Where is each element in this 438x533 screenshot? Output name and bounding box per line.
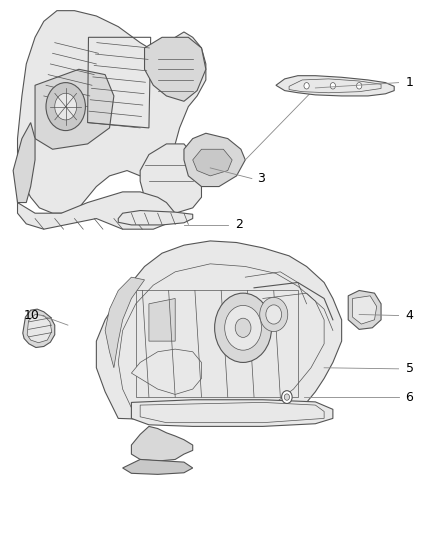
Text: 2: 2 — [235, 219, 243, 231]
Circle shape — [46, 83, 85, 131]
Polygon shape — [140, 144, 201, 213]
Text: 3: 3 — [257, 172, 265, 185]
Polygon shape — [276, 76, 394, 96]
Polygon shape — [18, 11, 206, 213]
Circle shape — [304, 83, 309, 89]
Text: 4: 4 — [406, 309, 413, 322]
Circle shape — [235, 318, 251, 337]
Circle shape — [225, 305, 261, 350]
Text: 5: 5 — [406, 362, 413, 375]
Text: 6: 6 — [406, 391, 413, 403]
Circle shape — [215, 293, 272, 362]
Circle shape — [266, 305, 282, 324]
Polygon shape — [348, 290, 381, 329]
Polygon shape — [23, 309, 55, 348]
Polygon shape — [131, 349, 201, 394]
Polygon shape — [123, 459, 193, 474]
Polygon shape — [35, 69, 114, 149]
Circle shape — [330, 83, 336, 89]
Circle shape — [282, 391, 292, 403]
Polygon shape — [96, 241, 342, 421]
Polygon shape — [118, 211, 193, 225]
Polygon shape — [27, 314, 52, 343]
Circle shape — [284, 394, 290, 400]
Text: 1: 1 — [406, 76, 413, 89]
Polygon shape — [353, 296, 377, 324]
Polygon shape — [193, 149, 232, 176]
Polygon shape — [131, 426, 193, 461]
Polygon shape — [184, 133, 245, 187]
Text: 10: 10 — [24, 309, 39, 322]
Circle shape — [260, 297, 288, 332]
Polygon shape — [18, 160, 175, 229]
Polygon shape — [105, 277, 145, 368]
Polygon shape — [149, 298, 175, 341]
Polygon shape — [145, 37, 206, 101]
Circle shape — [55, 93, 77, 120]
Circle shape — [357, 83, 362, 89]
Polygon shape — [13, 123, 35, 203]
Polygon shape — [131, 400, 333, 426]
